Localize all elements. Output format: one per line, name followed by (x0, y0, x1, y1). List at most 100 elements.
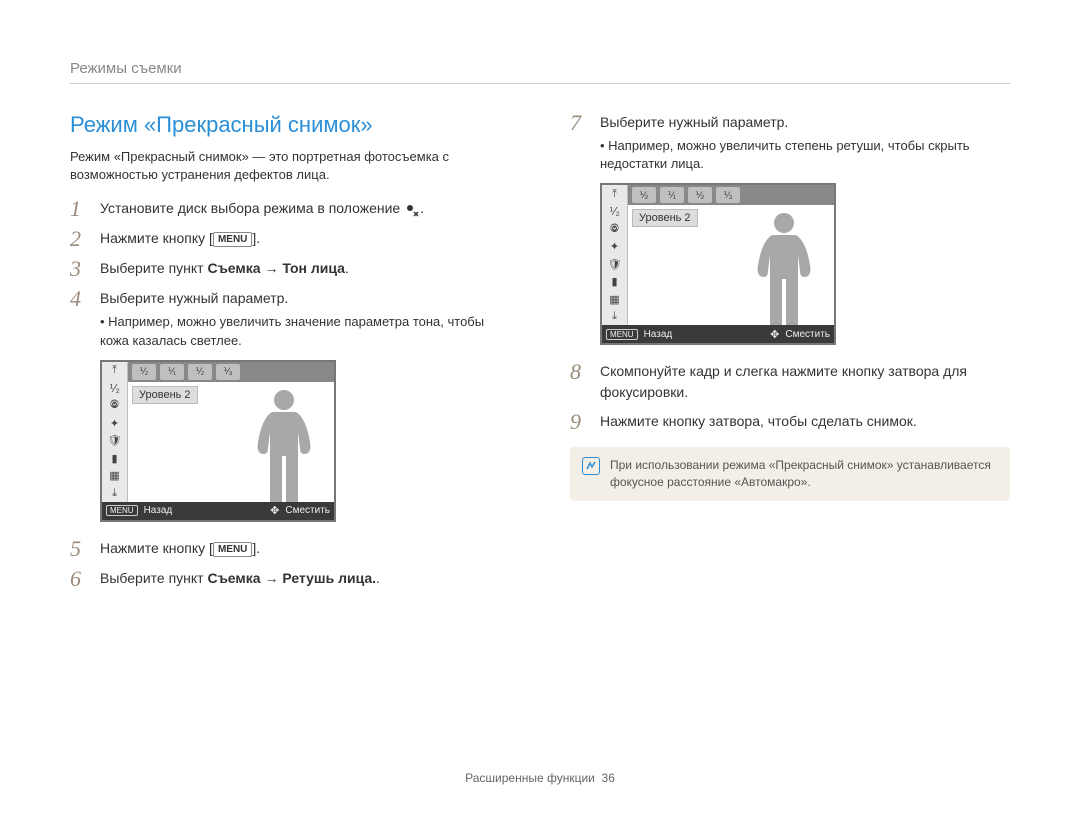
step-text-prefix: Выберите пункт (100, 570, 207, 586)
step-text-prefix: Установите диск выбора режима в положени… (100, 200, 404, 216)
step-text: Скомпонуйте кадр и слегка нажмите кнопку… (600, 361, 1010, 403)
lcd-level-label: Уровень 2 (632, 209, 698, 227)
step-text: Выберите нужный параметр. Например, можн… (600, 112, 1010, 173)
lcd-footer-back: Назад (644, 329, 673, 340)
lcd-canvas: ⅟₂ ⅟₁ ⅟₂ ⅟₃ Уровень 2 (128, 362, 334, 502)
nav-icon: ✥ (770, 328, 779, 341)
step-text: Выберите пункт Съемка → Ретушь лица.. (100, 568, 510, 589)
lcd-icon: ▦ (602, 290, 627, 308)
step-text: Установите диск выбора режима в положени… (100, 198, 510, 219)
lcd-footer-menu-icon: MENU (606, 329, 638, 340)
lcd-icon: ⤓ (602, 308, 627, 326)
lcd-footer-back: Назад (144, 505, 173, 516)
step-text-bold: Съемка → Ретушь лица. (207, 570, 376, 586)
step-text-bold: Съемка → Тон лица (207, 260, 344, 276)
info-icon (582, 457, 600, 475)
step-text-suffix: ]. (252, 230, 260, 246)
step-number: 9 (570, 411, 590, 433)
step-text: Выберите пункт Съемка → Тон лица. (100, 258, 510, 279)
lcd-icon: ⅟₂ (602, 203, 627, 221)
lcd-tab: ⅟₂ (632, 187, 656, 203)
lcd-tab: ⅟₁ (660, 187, 684, 203)
lcd-icon: ✦ (102, 414, 127, 432)
lcd-icon: ⤒ (102, 362, 127, 380)
step-7: 7 Выберите нужный параметр. Например, мо… (570, 112, 1010, 173)
step-number: 4 (70, 288, 90, 310)
lcd-icon: 🛡 (602, 255, 627, 273)
lcd-screenshot-2: ⤒ ⅟₂ 🞋 ✦ 🛡 ▮ ▦ ⤓ ⅟₂ ⅟₁ ⅟₂ ⅟₃ У (600, 183, 836, 345)
menu-button-label: MENU (213, 542, 252, 557)
step-text-prefix: Нажмите кнопку [ (100, 540, 213, 556)
footer-page-number: 36 (602, 771, 615, 785)
step-text-suffix: . (420, 200, 424, 216)
lcd-tab: ⅟₂ (688, 187, 712, 203)
step-1: 1 Установите диск выбора режима в положе… (70, 198, 510, 220)
step-number: 1 (70, 198, 90, 220)
nav-icon: ✥ (270, 504, 279, 517)
content-columns: Режим «Прекрасный снимок» Режим «Прекрас… (70, 112, 1010, 598)
menu-button-label: MENU (213, 232, 252, 247)
lcd-left-icons: ⤒ ⅟₂ 🞋 ✦ 🛡 ▮ ▦ ⤓ (602, 185, 628, 325)
lcd-level-label: Уровень 2 (132, 386, 198, 404)
lcd-screenshot-1: ⤒ ⅟₂ 🞋 ✦ 🛡 ▮ ▦ ⤓ ⅟₂ ⅟₁ ⅟₂ ⅟₃ У (100, 360, 336, 522)
person-silhouette-icon (748, 207, 820, 325)
lcd-canvas: ⅟₂ ⅟₁ ⅟₂ ⅟₃ Уровень 2 (628, 185, 834, 325)
step-text-suffix: ]. (252, 540, 260, 556)
lcd-tab: ⅟₃ (216, 364, 240, 380)
step-text-prefix: Нажмите кнопку [ (100, 230, 213, 246)
lcd-icon: 🛡 (102, 432, 127, 450)
lcd-icon: ⤓ (102, 484, 127, 502)
step-text-suffix: . (376, 570, 380, 586)
step-number: 5 (70, 538, 90, 560)
lcd-icon: ▮ (602, 273, 627, 291)
step-text-prefix: Выберите пункт (100, 260, 207, 276)
lcd-icon: 🞋 (102, 397, 127, 415)
lcd-icon: ▦ (102, 467, 127, 485)
step-number: 3 (70, 258, 90, 280)
lcd-footer-move: Сместить (785, 329, 830, 340)
step-text: Нажмите кнопку [MENU]. (100, 228, 510, 249)
step-2: 2 Нажмите кнопку [MENU]. (70, 228, 510, 250)
left-column: Режим «Прекрасный снимок» Режим «Прекрас… (70, 112, 510, 598)
lcd-icon: ✦ (602, 238, 627, 256)
lcd-icon: 🞋 (602, 220, 627, 238)
lcd-tabs: ⅟₂ ⅟₁ ⅟₂ ⅟₃ (128, 362, 334, 382)
person-silhouette-icon (248, 384, 320, 502)
lcd-icon: ▮ (102, 449, 127, 467)
step-number: 6 (70, 568, 90, 590)
step-text: Нажмите кнопку затвора, чтобы сделать сн… (600, 411, 1010, 432)
breadcrumb: Режимы съемки (70, 60, 1010, 84)
beauty-mode-icon (404, 202, 420, 218)
lcd-tabs: ⅟₂ ⅟₁ ⅟₂ ⅟₃ (628, 185, 834, 205)
intro-text: Режим «Прекрасный снимок» — это портретн… (70, 148, 510, 184)
lcd-tab: ⅟₃ (716, 187, 740, 203)
step-number: 2 (70, 228, 90, 250)
step-text-suffix: . (345, 260, 349, 276)
lcd-icon: ⅟₂ (102, 379, 127, 397)
lcd-footer-move: Сместить (285, 505, 330, 516)
lcd-left-icons: ⤒ ⅟₂ 🞋 ✦ 🛡 ▮ ▦ ⤓ (102, 362, 128, 502)
lcd-tab: ⅟₂ (132, 364, 156, 380)
step-text-main: Выберите нужный параметр. (600, 114, 788, 130)
step-number: 8 (570, 361, 590, 383)
lcd-tab: ⅟₂ (188, 364, 212, 380)
note-box: При использовании режима «Прекрасный сни… (570, 447, 1010, 501)
step-text-main: Выберите нужный параметр. (100, 290, 288, 306)
step-8: 8 Скомпонуйте кадр и слегка нажмите кноп… (570, 361, 1010, 403)
step-4: 4 Выберите нужный параметр. Например, мо… (70, 288, 510, 349)
lcd-footer-menu-icon: MENU (106, 505, 138, 516)
lcd-footer: MENU Назад ✥ Сместить (102, 502, 334, 520)
right-column: 7 Выберите нужный параметр. Например, мо… (570, 112, 1010, 598)
page-title: Режим «Прекрасный снимок» (70, 112, 510, 138)
lcd-tab: ⅟₁ (160, 364, 184, 380)
step-number: 7 (570, 112, 590, 134)
step-bullet: Например, можно увеличить степень ретуши… (600, 137, 1010, 173)
step-9: 9 Нажмите кнопку затвора, чтобы сделать … (570, 411, 1010, 433)
step-bullet: Например, можно увеличить значение парам… (100, 313, 510, 349)
step-text: Выберите нужный параметр. Например, можн… (100, 288, 510, 349)
footer-label: Расширенные функции (465, 771, 595, 785)
step-3: 3 Выберите пункт Съемка → Тон лица. (70, 258, 510, 280)
step-text: Нажмите кнопку [MENU]. (100, 538, 510, 559)
step-5: 5 Нажмите кнопку [MENU]. (70, 538, 510, 560)
note-text: При использовании режима «Прекрасный сни… (610, 457, 998, 491)
